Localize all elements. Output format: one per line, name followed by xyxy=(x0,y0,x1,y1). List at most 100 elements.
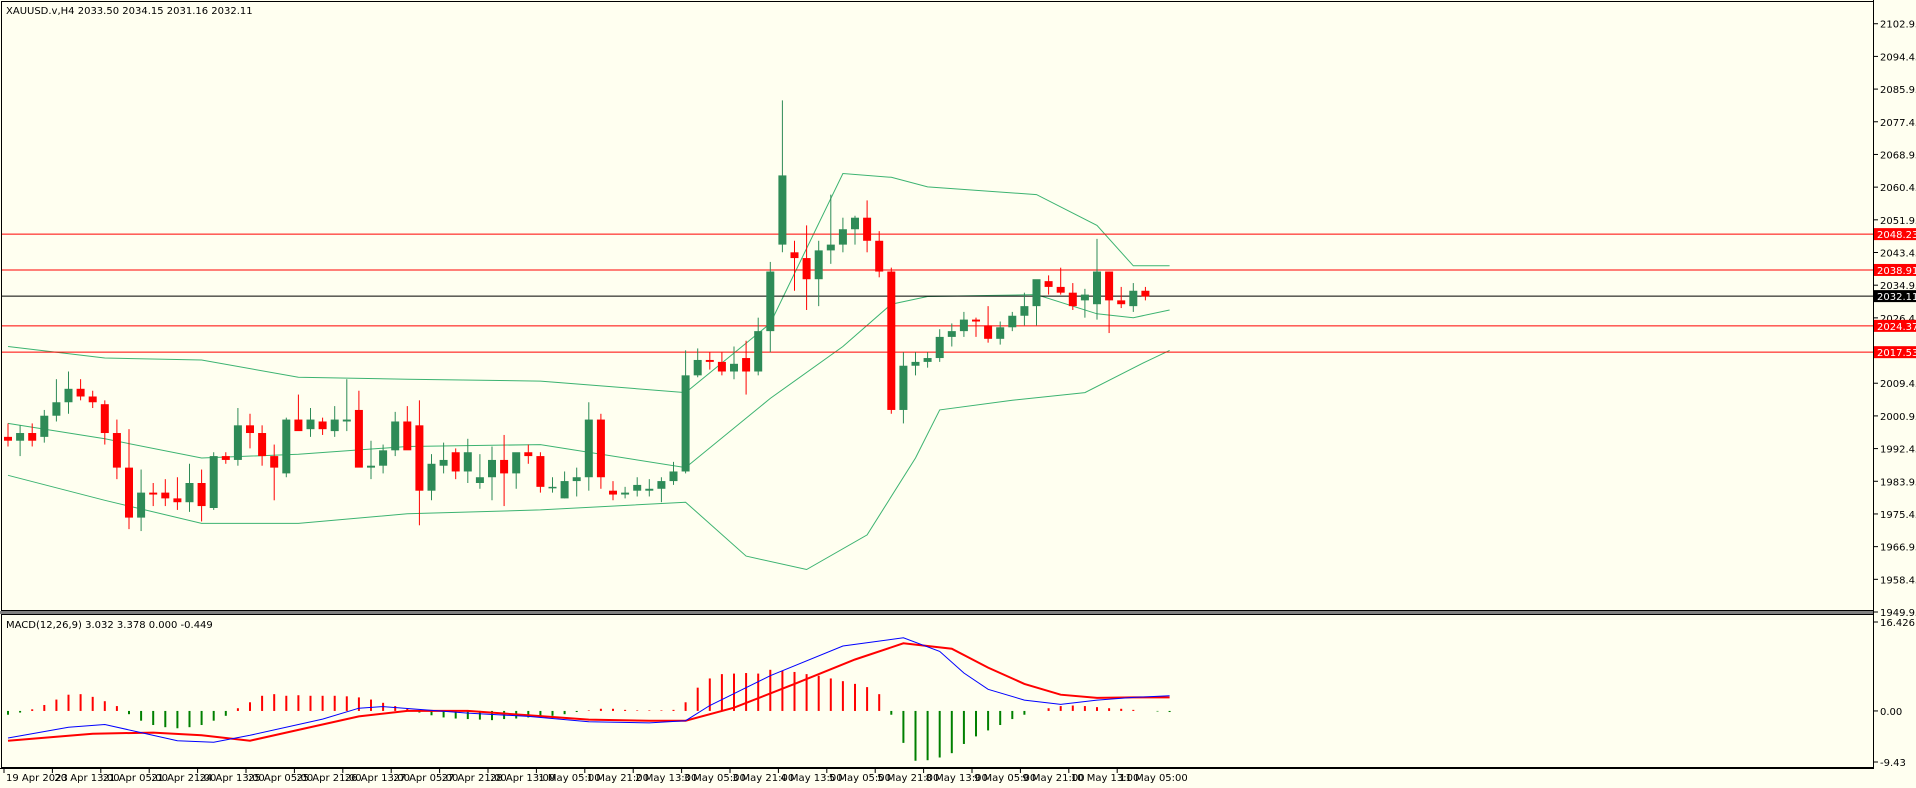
price-tick-label: 2077.45 xyxy=(1880,118,1916,129)
candle-body xyxy=(1117,300,1126,305)
candle xyxy=(233,408,242,466)
candle-body xyxy=(294,419,303,432)
candle xyxy=(996,321,1005,345)
candle-body xyxy=(524,452,533,457)
candle-body xyxy=(633,484,642,491)
candle xyxy=(221,452,230,464)
candle xyxy=(923,352,932,368)
candle-body xyxy=(40,415,49,437)
candle-body xyxy=(354,409,363,468)
time-tick-label: 21 Apr 05:00 xyxy=(103,773,168,784)
candle xyxy=(403,406,412,451)
candle-body xyxy=(403,421,412,451)
candle xyxy=(1105,271,1114,334)
macd-signal-line xyxy=(7,642,1170,742)
level-price-tags: 2048.23 2038.91 2024.37 2017.53 2032.11 xyxy=(1874,228,1916,359)
candle-body xyxy=(887,271,896,410)
time-tick-label: 10 May 13:00 xyxy=(1071,773,1140,784)
candle-body xyxy=(488,459,496,478)
time-tick-label: 5 May 21:00 xyxy=(877,773,939,784)
candle-body xyxy=(88,396,97,403)
level-price-tag-label: 2024.37 xyxy=(1877,322,1916,333)
candle-body xyxy=(996,327,1005,339)
candle xyxy=(391,411,400,457)
price-tick-label: 1958.45 xyxy=(1880,575,1916,586)
level-price-tag xyxy=(1874,263,1916,276)
time-tick-label: 25 Apr 05:00 xyxy=(248,773,313,784)
candle-body xyxy=(16,433,25,441)
time-tick-label: 11 May 05:00 xyxy=(1119,773,1188,784)
candle-body xyxy=(621,492,630,495)
candle-body xyxy=(342,419,351,422)
candle-body xyxy=(911,361,920,366)
candle-body xyxy=(221,456,230,460)
candle-body xyxy=(572,477,581,482)
candle-body xyxy=(560,481,569,499)
time-tick-label: 25 Apr 21:00 xyxy=(296,773,361,784)
time-tick-label: 27 Apr 05:00 xyxy=(393,773,458,784)
symbol-header: XAUUSD.v,H4 2033.50 2034.15 2031.16 2032… xyxy=(6,6,253,17)
candle-body xyxy=(899,365,908,410)
candle-body xyxy=(52,402,61,416)
horizontal-levels[interactable] xyxy=(2,233,1873,353)
time-tick-label: 24 Apr 13:00 xyxy=(200,773,265,784)
time-tick-label: 9 May 21:00 xyxy=(1022,773,1084,784)
candle-body xyxy=(826,244,835,251)
candle-body xyxy=(64,388,73,403)
macd-pane[interactable] xyxy=(1,614,1874,768)
candle xyxy=(76,379,85,401)
candle-body xyxy=(306,419,315,430)
candle-body xyxy=(742,358,751,372)
candle xyxy=(524,444,533,464)
candle xyxy=(766,261,775,353)
macd-tick-label: 0.00 xyxy=(1880,707,1902,718)
candle-body xyxy=(1093,271,1101,305)
candle xyxy=(730,346,738,380)
time-tick-label: 1 May 21:00 xyxy=(587,773,649,784)
price-tick-label: 2094.45 xyxy=(1880,52,1916,63)
candle-body xyxy=(76,388,85,397)
candle xyxy=(754,317,763,376)
candle-body xyxy=(863,217,872,241)
candle xyxy=(887,267,896,414)
candle-body xyxy=(197,483,206,507)
candle xyxy=(161,479,170,507)
candle xyxy=(959,311,968,337)
candle-body xyxy=(379,450,388,466)
macd-header: MACD(12,26,9) 3.032 3.378 0.000 -0.449 xyxy=(6,620,213,631)
candle-body xyxy=(838,229,847,245)
candle-body xyxy=(270,456,279,468)
candle xyxy=(814,240,823,307)
time-tick-label: 19 Apr 2023 xyxy=(6,773,68,784)
price-tick-label: 1949.95 xyxy=(1880,608,1916,619)
candle-body xyxy=(125,467,133,518)
candle-body xyxy=(851,217,859,230)
candle-body xyxy=(645,488,654,491)
candle xyxy=(28,423,37,447)
candle xyxy=(621,486,630,499)
price-tick-label: 1983.95 xyxy=(1880,477,1916,488)
candle xyxy=(790,240,799,291)
level-price-tag-label: 2048.23 xyxy=(1877,230,1916,241)
candle xyxy=(451,448,460,480)
level-price-tag xyxy=(1874,228,1916,241)
candle-body xyxy=(475,477,484,484)
candle xyxy=(330,406,339,437)
candle-body xyxy=(754,331,763,372)
candle-body xyxy=(657,481,666,489)
candle xyxy=(863,200,872,253)
price-pane[interactable] xyxy=(1,1,1874,611)
candle-body xyxy=(1020,306,1029,316)
candle xyxy=(596,413,605,489)
candle-body xyxy=(923,358,932,362)
candle-body xyxy=(959,319,968,332)
candle-body xyxy=(693,359,702,376)
candle-body xyxy=(233,425,242,460)
candle-body xyxy=(766,271,775,332)
candle-body xyxy=(209,456,218,508)
candle xyxy=(1141,286,1150,301)
candle-body xyxy=(972,319,980,322)
